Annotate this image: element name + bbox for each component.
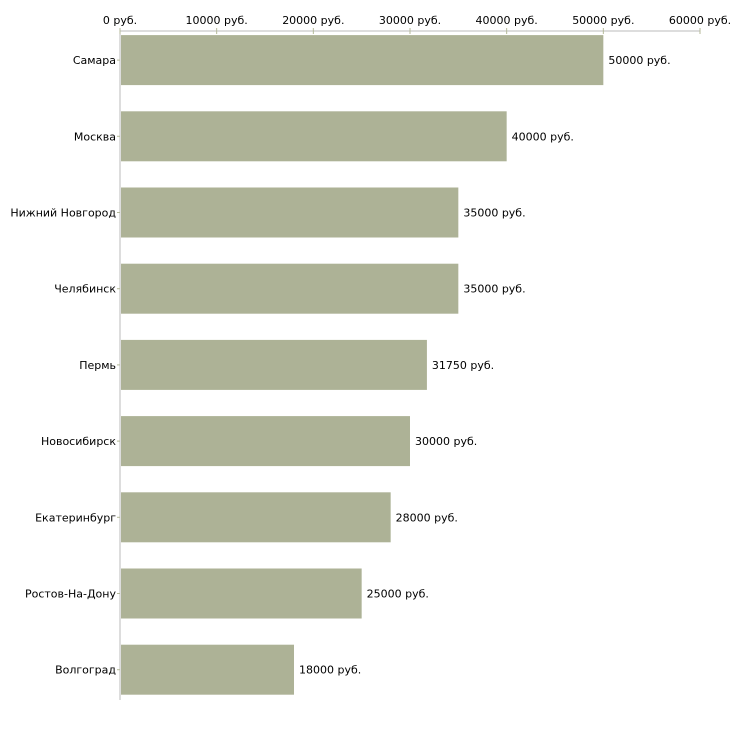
- bar: [121, 492, 391, 543]
- category-label: Новосибирск: [41, 435, 116, 448]
- category-label: Москва: [74, 130, 116, 143]
- data-label: 40000 руб.: [512, 130, 574, 143]
- bar: [121, 187, 459, 238]
- data-label: 18000 руб.: [299, 664, 361, 677]
- data-label: 30000 руб.: [415, 435, 477, 448]
- category-label: Ростов-На-Дону: [25, 588, 116, 601]
- data-label: 35000 руб.: [463, 283, 525, 296]
- data-label: 25000 руб.: [367, 588, 429, 601]
- bar: [121, 339, 427, 390]
- category-label: Волгоград: [55, 664, 116, 677]
- category-label: Нижний Новгород: [10, 207, 116, 220]
- bar: [121, 263, 459, 314]
- x-tick-label: 10000 руб.: [186, 14, 248, 27]
- x-tick-label: 20000 руб.: [282, 14, 344, 27]
- data-label: 50000 руб.: [608, 54, 670, 67]
- data-label: 31750 руб.: [432, 359, 494, 372]
- category-label: Екатеринбург: [35, 511, 116, 524]
- category-label: Челябинск: [54, 283, 116, 296]
- x-tick-label: 30000 руб.: [379, 14, 441, 27]
- x-tick-label: 60000 руб.: [669, 14, 730, 27]
- x-tick-label: 40000 руб.: [476, 14, 538, 27]
- x-tick-label: 50000 руб.: [572, 14, 634, 27]
- bar: [121, 35, 604, 86]
- bar: [121, 111, 507, 162]
- x-tick-label: 0 руб.: [103, 14, 137, 27]
- category-label: Самара: [73, 54, 116, 67]
- bar: [121, 568, 362, 619]
- category-label: Пермь: [79, 359, 116, 372]
- data-label: 35000 руб.: [463, 207, 525, 220]
- bar: [121, 644, 294, 695]
- bar: [121, 416, 410, 467]
- data-label: 28000 руб.: [396, 511, 458, 524]
